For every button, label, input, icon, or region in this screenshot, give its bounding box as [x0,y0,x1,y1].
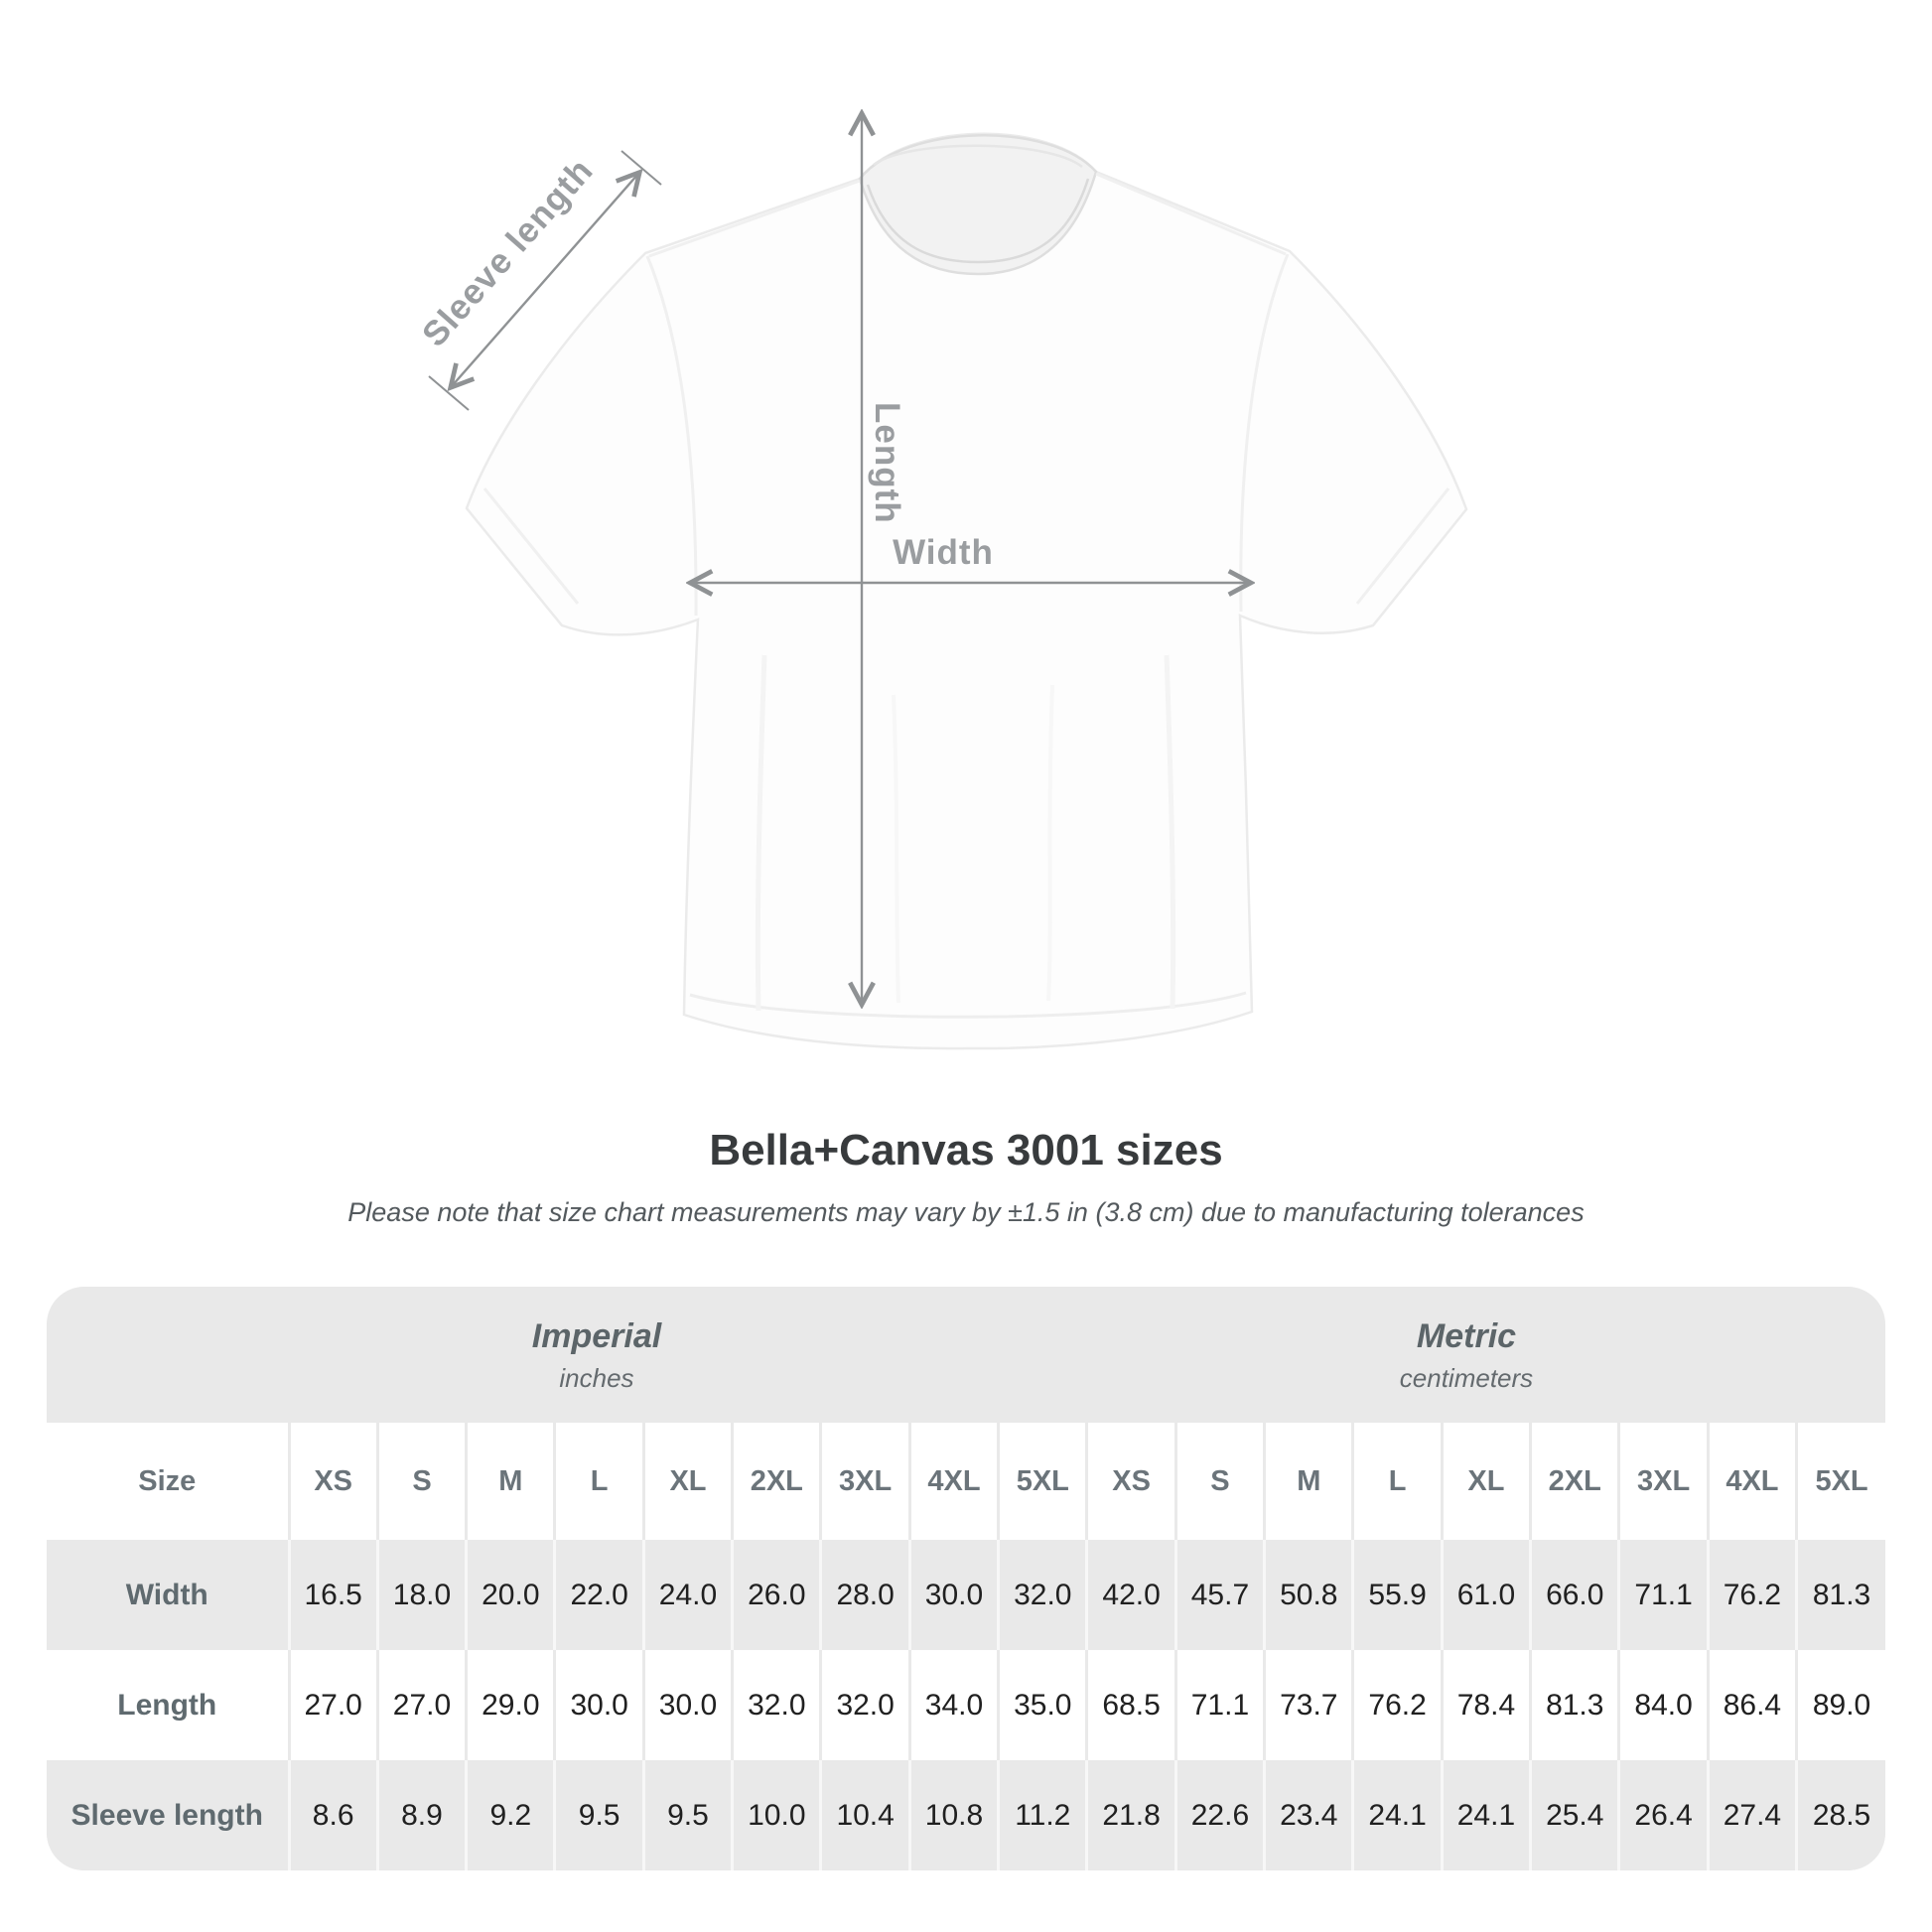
size-header-cell: L [1351,1423,1443,1540]
size-header-cell: 5XL [1795,1423,1885,1540]
size-table-grid: Imperial inches Metric centimeters Size … [47,1287,1885,1870]
size-header-cell: 4XL [1706,1423,1797,1540]
width-value-cell: 16.5 [287,1540,378,1650]
tolerance-note: Please note that size chart measurements… [347,1197,1585,1227]
sleeve-value-cell: 28.5 [1795,1760,1885,1870]
width-label: Width [893,533,994,572]
metric-unit: centimeters [1399,1362,1534,1393]
metric-label: Metric [1416,1316,1517,1355]
row-label-length: Length [117,1688,217,1722]
size-header-cell: 3XL [1617,1423,1709,1540]
width-value-cell: 45.7 [1173,1540,1265,1650]
sleeve-value-cell: 21.8 [1085,1760,1176,1870]
width-value-cell: 66.0 [1529,1540,1619,1650]
width-value-cell: 18.0 [375,1540,467,1650]
width-value-cell: 32.0 [997,1540,1087,1650]
sleeve-value-cell: 25.4 [1529,1760,1619,1870]
sleeve-value-cell: 8.9 [375,1760,467,1870]
length-value-cell: 76.2 [1351,1650,1443,1760]
sleeve-value-cell: 11.2 [997,1760,1087,1870]
width-value-cell: 71.1 [1617,1540,1709,1650]
length-value-cell: 89.0 [1795,1650,1885,1760]
size-header-cell: 2XL [1529,1423,1619,1540]
width-value-cell: 42.0 [1085,1540,1176,1650]
length-value-cell: 30.0 [641,1650,733,1760]
width-value-cell: 26.0 [731,1540,821,1650]
collar [858,134,1098,276]
size-header-cell: XL [641,1423,733,1540]
size-header-row: Size XS S M L XL 2XL 3XL 4XL 5XL XS S M … [47,1423,1885,1540]
sleeve-length-arrow [428,150,662,411]
width-value-cell: 81.3 [1795,1540,1885,1650]
width-value-cell: 76.2 [1706,1540,1797,1650]
row-label-width: Width [125,1578,208,1611]
size-header-cell: XL [1440,1423,1531,1540]
length-row: Length 27.0 27.0 29.0 30.0 30.0 32.0 32.… [47,1650,1885,1760]
length-value-cell: 27.0 [287,1650,378,1760]
length-value-cell: 32.0 [819,1650,910,1760]
size-header-cell: L [553,1423,644,1540]
sleeve-value-cell: 10.0 [731,1760,821,1870]
width-value-cell: 55.9 [1351,1540,1443,1650]
size-header-cell: 2XL [731,1423,821,1540]
length-value-cell: 78.4 [1440,1650,1531,1760]
sleeve-length-row: Sleeve length 8.6 8.9 9.2 9.5 9.5 10.0 1… [47,1760,1885,1870]
sleeve-value-cell: 9.5 [641,1760,733,1870]
length-value-cell: 68.5 [1085,1650,1176,1760]
size-corner-cell: Size [138,1464,197,1497]
length-value-cell: 84.0 [1617,1650,1709,1760]
size-header-cell: 5XL [997,1423,1087,1540]
sleeve-value-cell: 8.6 [287,1760,378,1870]
sleeve-value-cell: 10.4 [819,1760,910,1870]
length-value-cell: 29.0 [465,1650,555,1760]
sleeve-value-cell: 24.1 [1351,1760,1443,1870]
width-row: Width 16.5 18.0 20.0 22.0 24.0 26.0 28.0… [47,1540,1885,1650]
length-label: Length [868,402,906,524]
row-label-sleeve-length: Sleeve length [70,1798,263,1832]
length-value-cell: 35.0 [997,1650,1087,1760]
size-header-cell: M [465,1423,555,1540]
unit-group-header-row: Imperial inches Metric centimeters [47,1287,1885,1423]
size-header-cell: 4XL [907,1423,999,1540]
length-value-cell: 34.0 [907,1650,999,1760]
width-value-cell: 30.0 [907,1540,999,1650]
length-value-cell: 30.0 [553,1650,644,1760]
width-value-cell: 22.0 [553,1540,644,1650]
sleeve-value-cell: 26.4 [1617,1760,1709,1870]
page-title: Bella+Canvas 3001 sizes [709,1126,1223,1174]
width-value-cell: 28.0 [819,1540,910,1650]
imperial-unit: inches [559,1362,634,1393]
sleeve-value-cell: 23.4 [1263,1760,1353,1870]
size-header-cell: XS [1085,1423,1176,1540]
sleeve-value-cell: 10.8 [907,1760,999,1870]
size-table: Imperial inches Metric centimeters Size … [47,1287,1885,1870]
width-value-cell: 50.8 [1263,1540,1353,1650]
metric-group-header: Metric centimeters [1087,1287,1885,1423]
sleeve-value-cell: 9.5 [553,1760,644,1870]
sleeve-value-cell: 9.2 [465,1760,555,1870]
width-value-cell: 24.0 [641,1540,733,1650]
length-value-cell: 71.1 [1173,1650,1265,1760]
size-header-cell: M [1263,1423,1353,1540]
sleeve-value-cell: 24.1 [1440,1760,1531,1870]
length-value-cell: 27.0 [375,1650,467,1760]
imperial-group-header: Imperial inches [47,1287,1087,1423]
width-value-cell: 61.0 [1440,1540,1531,1650]
length-value-cell: 73.7 [1263,1650,1353,1760]
width-value-cell: 20.0 [465,1540,555,1650]
tshirt-illustration: Length Width Sleeve length [415,0,1468,1050]
size-header-cell: 3XL [819,1423,910,1540]
tshirt-shape [465,132,1468,1050]
size-header-cell: XS [287,1423,378,1540]
size-header-cell: S [1173,1423,1265,1540]
sleeve-value-cell: 22.6 [1173,1760,1265,1870]
sleeve-value-cell: 27.4 [1706,1760,1797,1870]
imperial-label: Imperial [531,1316,662,1355]
size-header-cell: S [375,1423,467,1540]
length-value-cell: 81.3 [1529,1650,1619,1760]
length-value-cell: 86.4 [1706,1650,1797,1760]
length-value-cell: 32.0 [731,1650,821,1760]
